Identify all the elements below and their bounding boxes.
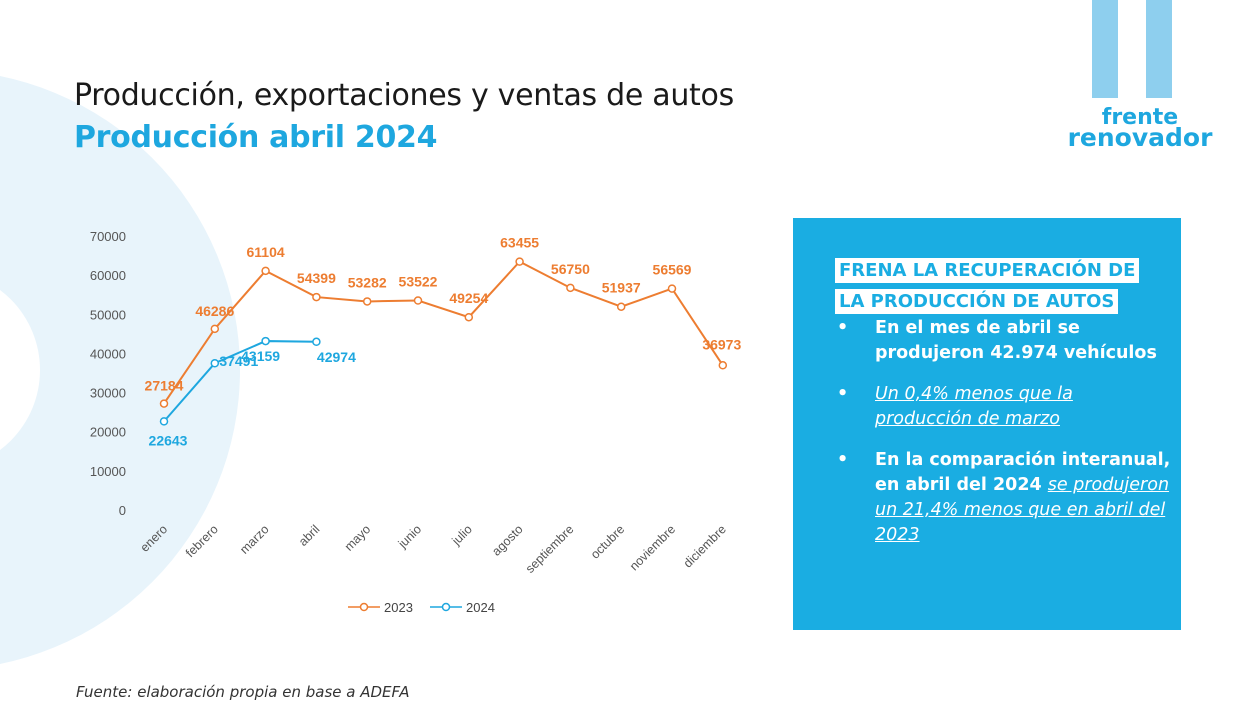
data-label-2023: 54399 (297, 270, 336, 286)
data-label-2023: 56750 (551, 261, 590, 277)
y-tick-label: 70000 (90, 229, 126, 244)
legend-marker-2024 (441, 602, 451, 612)
data-point-2023 (159, 399, 169, 408)
data-label-2023: 56569 (653, 262, 692, 278)
summary-panel: FRENA LA RECUPERACIÓN DE LA PRODUCCIÓN D… (793, 218, 1181, 630)
panel-heading-line2: LA PRODUCCIÓN DE AUTOS (835, 289, 1119, 314)
y-tick-label: 30000 (90, 386, 126, 401)
data-point-2024 (261, 336, 270, 346)
data-point-2024 (312, 337, 321, 347)
x-tick-label: diciembre (681, 522, 729, 570)
data-label-2024: 42974 (317, 349, 356, 365)
data-label-2024: 22643 (149, 432, 188, 448)
data-point-2023 (464, 312, 474, 322)
y-tick-label: 0 (119, 503, 126, 518)
logo-bar (1146, 0, 1172, 98)
bullet-text: En el mes de abril se produjeron 42.974 … (875, 318, 1157, 363)
x-tick-label: agosto (489, 522, 525, 558)
logo-text: frente renovador (1060, 105, 1220, 152)
data-point-2024 (210, 358, 220, 368)
bullet-item: En el mes de abril se produjeron 42.974 … (793, 316, 1181, 366)
frente-renovador-logo: frente renovador (1060, 0, 1220, 160)
production-line-chart: 0 10000 20000 30000 40000 50000 60000 70000 ener… (90, 229, 742, 615)
data-point-2024 (159, 417, 169, 426)
y-tick-label: 20000 (90, 425, 126, 440)
data-point-2023 (718, 361, 728, 370)
x-tick-label: marzo (237, 522, 271, 556)
data-point-2023 (362, 297, 372, 306)
x-tick-label: mayo (342, 522, 374, 554)
x-tick-label: septiembre (523, 522, 577, 576)
y-tick-label: 60000 (90, 268, 126, 283)
data-point-2023 (312, 292, 321, 302)
panel-bullets: En el mes de abril se produjeron 42.974 … (793, 316, 1181, 548)
data-point-2023 (413, 296, 423, 305)
logo-bar (1092, 0, 1118, 98)
data-point-2023 (667, 284, 677, 293)
x-tick-label: julio (449, 522, 475, 548)
x-tick-label: noviembre (627, 522, 678, 573)
bullet-text: Un 0,4% menos que la producción de marzo (875, 384, 1073, 429)
bullet-item: Un 0,4% menos que la producción de marzo (793, 382, 1181, 432)
logo-line2: renovador (1067, 123, 1213, 152)
data-label-2023: 51937 (602, 280, 641, 296)
series-line-2023 (163, 260, 724, 405)
data-label-2024: 43159 (241, 348, 280, 364)
data-label-2023: 49254 (449, 290, 488, 306)
page-subtitle: Producción abril 2024 (74, 120, 438, 155)
data-label-2023: 46286 (195, 303, 234, 319)
panel-heading-line1: FRENA LA RECUPERACIÓN DE (835, 258, 1140, 283)
x-tick-label: febrero (183, 522, 221, 560)
data-label-2023: 61104 (247, 244, 285, 260)
y-tick-label: 40000 (90, 346, 126, 361)
y-tick-label: 50000 (90, 307, 126, 322)
background-inner-circle (0, 290, 40, 450)
legend-label-2023: 2023 (384, 600, 413, 615)
data-label-2023: 27184 (145, 378, 184, 394)
x-tick-label: junio (395, 522, 424, 551)
data-label-2024: 37491 (219, 353, 258, 369)
bullet-text: En la comparación interanual, en abril d… (875, 450, 1171, 495)
source-note: Fuente: elaboración propia en base a ADE… (76, 683, 410, 701)
y-tick-label: 10000 (90, 464, 126, 479)
data-point-2023 (261, 266, 270, 276)
data-label-2023: 53282 (348, 274, 387, 290)
data-point-2023 (616, 302, 626, 311)
data-point-2023 (210, 324, 220, 334)
data-label-2023: 63455 (500, 235, 539, 251)
data-point-2023 (566, 283, 575, 293)
legend-marker-2023 (359, 602, 369, 612)
legend-label-2024: 2024 (466, 600, 495, 615)
data-label-2023: 36973 (702, 336, 741, 352)
x-tick-label: abril (296, 522, 323, 549)
bullet-text-underlined: se produjeron un 21,4% menos que en abri… (875, 475, 1170, 545)
series-line-2024 (163, 340, 317, 423)
page-title: Producción, exportaciones y ventas de au… (74, 78, 734, 113)
x-tick-label: octubre (588, 522, 627, 561)
logo-line1: frente (1101, 105, 1179, 130)
x-tick-label: enero (138, 522, 171, 555)
bullet-item: En la comparación interanual, en abril d… (793, 448, 1181, 548)
data-point-2023 (515, 257, 524, 266)
data-label-2023: 53522 (399, 273, 438, 289)
background-circle (0, 76, 240, 664)
